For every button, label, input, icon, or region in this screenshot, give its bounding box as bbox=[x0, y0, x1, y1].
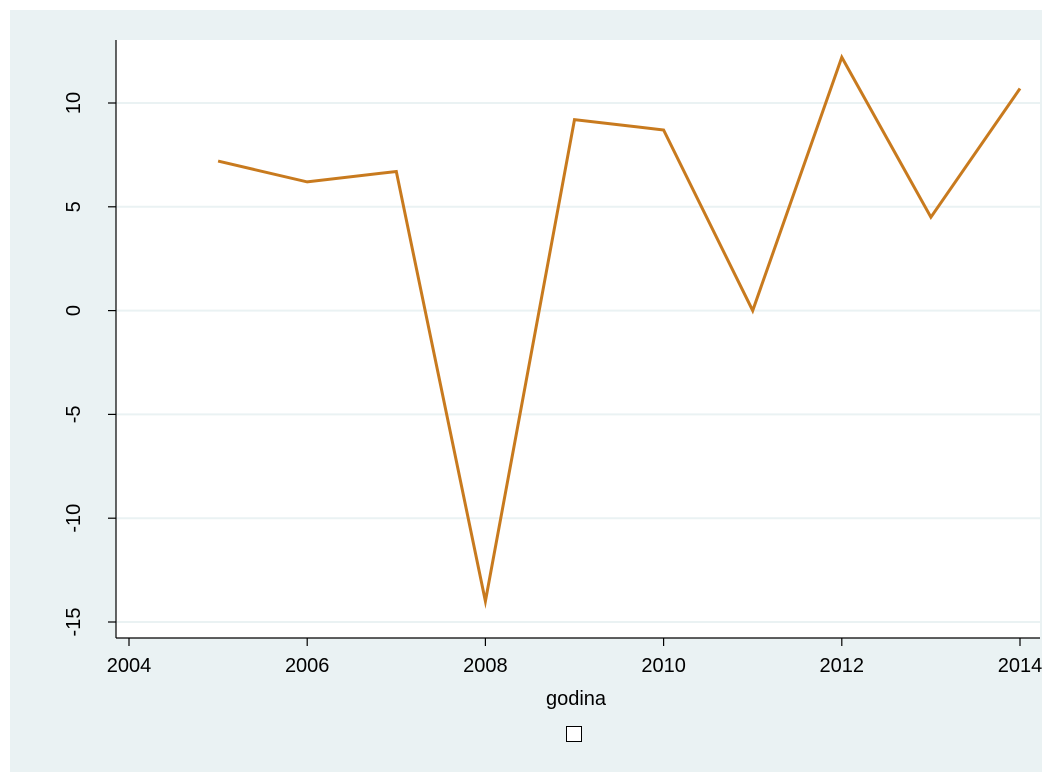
x-tick-label: 2014 bbox=[998, 655, 1043, 677]
grid-lines bbox=[116, 102, 1040, 623]
y-tick-label: 10 bbox=[63, 92, 85, 114]
x-tick-label: 2012 bbox=[820, 655, 865, 677]
y-tick-label: -5 bbox=[63, 406, 85, 424]
y-tick-label: -15 bbox=[63, 608, 85, 637]
x-tick-label: 2010 bbox=[641, 655, 686, 677]
y-tick-label: -10 bbox=[63, 504, 85, 533]
x-axis-ticks: 2004 2006 2008 2010 2012 2014 bbox=[107, 638, 1043, 677]
y-tick-label: 5 bbox=[63, 201, 85, 212]
x-tick-label: 2008 bbox=[463, 655, 508, 677]
series-lines bbox=[217, 53, 1022, 609]
x-tick-label: 2006 bbox=[285, 655, 330, 677]
series-line bbox=[217, 53, 1022, 609]
x-axis-label: godina bbox=[546, 688, 607, 710]
y-tick-label: 0 bbox=[63, 305, 85, 316]
y-axis-ticks: -15 -10 -5 0 5 10 bbox=[63, 92, 116, 637]
x-tick-label: 2004 bbox=[107, 655, 152, 677]
plot-area bbox=[116, 40, 1040, 638]
legend-key bbox=[566, 726, 582, 742]
